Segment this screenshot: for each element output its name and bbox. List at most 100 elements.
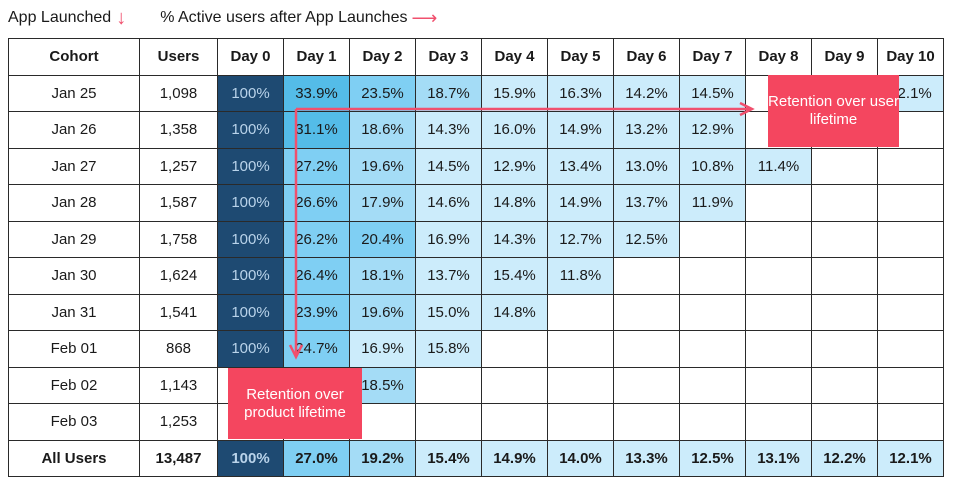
legend-active-users-label: % Active users after App Launches (160, 9, 408, 26)
users-cell: 868 (139, 330, 218, 368)
retention-cell: 13.4% (547, 147, 614, 185)
users-cell: 1,541 (139, 293, 218, 331)
retention-cell: 12.9% (481, 147, 548, 185)
retention-cell (811, 403, 878, 441)
retention-cell: 24.7% (283, 330, 350, 368)
retention-cell: 14.9% (547, 184, 614, 222)
retention-cell: 23.9% (283, 293, 350, 331)
table-row: Jan 26 1,358 100% 31.1% 18.6% 14.3% 16.0% 14.9%… (8, 111, 944, 149)
retention-cell (613, 257, 680, 295)
retention-cell: 14.5% (679, 74, 746, 112)
retention-cell: 13.0% (613, 147, 680, 185)
column-header: Day 8 (745, 38, 812, 76)
retention-cell: 16.0% (481, 111, 548, 149)
cohort-cell: Jan 31 (8, 293, 140, 331)
column-header: Day 7 (679, 38, 746, 76)
retention-cell: 100% (217, 293, 284, 331)
cohort-cell: Feb 03 (8, 403, 140, 441)
retention-cell: 31.1% (283, 111, 350, 149)
callout-product-lifetime-text: Retention over product lifetime (244, 385, 346, 421)
retention-cell (679, 330, 746, 368)
retention-cell (745, 330, 812, 368)
table-row: Feb 03 1,253 (8, 403, 944, 441)
retention-cell: 100% (217, 257, 284, 295)
retention-cell (745, 366, 812, 404)
retention-cell: 13.1% (745, 439, 812, 477)
users-cell: 1,358 (139, 111, 218, 149)
retention-cell: 15.4% (481, 257, 548, 295)
retention-cell: 19.6% (349, 147, 416, 185)
retention-cell (745, 257, 812, 295)
retention-cell (877, 403, 944, 441)
retention-cell (613, 293, 680, 331)
column-header: Day 6 (613, 38, 680, 76)
table-row: Feb 02 1,143 18.5% (8, 366, 944, 404)
retention-cell: 12.9% (679, 111, 746, 149)
retention-cell: 14.3% (481, 220, 548, 258)
retention-cell (877, 366, 944, 404)
retention-cell: 100% (217, 184, 284, 222)
retention-cell (811, 330, 878, 368)
retention-cell: 26.4% (283, 257, 350, 295)
cohort-cell: Feb 02 (8, 366, 140, 404)
retention-cell: 14.5% (415, 147, 482, 185)
retention-cell: 13.3% (613, 439, 680, 477)
retention-cell: 10.8% (679, 147, 746, 185)
retention-cell: 18.6% (349, 111, 416, 149)
cohort-cell: All Users (8, 439, 140, 477)
retention-cell: 100% (217, 74, 284, 112)
retention-cell: 26.2% (283, 220, 350, 258)
arrow-right-icon: ⟶ (411, 8, 438, 28)
retention-cell (613, 403, 680, 441)
retention-cell: 15.0% (415, 293, 482, 331)
retention-cell (547, 403, 614, 441)
retention-cell (811, 147, 878, 185)
retention-cell (415, 366, 482, 404)
retention-cell: 16.9% (349, 330, 416, 368)
retention-cell (679, 257, 746, 295)
retention-cell (877, 147, 944, 185)
retention-cell: 11.9% (679, 184, 746, 222)
retention-cell: 12.2% (811, 439, 878, 477)
retention-cell (811, 184, 878, 222)
retention-cell (877, 293, 944, 331)
retention-cell: 100% (217, 111, 284, 149)
legend-app-launched-label: App Launched (8, 9, 112, 26)
users-cell: 13,487 (139, 439, 218, 477)
retention-cell: 19.6% (349, 293, 416, 331)
retention-cell: 12.1% (877, 439, 944, 477)
retention-cell (481, 330, 548, 368)
column-header: Day 3 (415, 38, 482, 76)
retention-cell (547, 293, 614, 331)
retention-cell (415, 403, 482, 441)
retention-cell (679, 293, 746, 331)
table-row: Jan 31 1,541 100% 23.9% 19.6% 15.0% 14.8% (8, 293, 944, 331)
retention-cell (877, 257, 944, 295)
users-cell: 1,257 (139, 147, 218, 185)
users-cell: 1,098 (139, 74, 218, 112)
users-cell: 1,587 (139, 184, 218, 222)
column-header: Day 4 (481, 38, 548, 76)
retention-cell (745, 293, 812, 331)
callout-product-lifetime: Retention over product lifetime (228, 368, 362, 439)
retention-cell (877, 184, 944, 222)
retention-cell: 18.7% (415, 74, 482, 112)
retention-cell (877, 220, 944, 258)
retention-cell: 14.9% (547, 111, 614, 149)
table-row: Jan 28 1,587 100% 26.6% 17.9% 14.6% 14.8% 14.9%… (8, 184, 944, 222)
retention-cell: 19.2% (349, 439, 416, 477)
retention-cell: 11.4% (745, 147, 812, 185)
retention-cell: 12.7% (547, 220, 614, 258)
table-row: Jan 27 1,257 100% 27.2% 19.6% 14.5% 12.9% 13.4%… (8, 147, 944, 185)
retention-cell: 15.4% (415, 439, 482, 477)
retention-cell: 100% (217, 147, 284, 185)
retention-cell (745, 220, 812, 258)
retention-cell: 15.8% (415, 330, 482, 368)
retention-cell (613, 330, 680, 368)
legend-active-users: % Active users after App Launches ⟶ (160, 9, 437, 27)
users-cell: 1,758 (139, 220, 218, 258)
column-header: Day 10 (877, 38, 944, 76)
retention-cell: 14.8% (481, 293, 548, 331)
cohort-cell: Feb 01 (8, 330, 140, 368)
cohort-cell: Jan 27 (8, 147, 140, 185)
